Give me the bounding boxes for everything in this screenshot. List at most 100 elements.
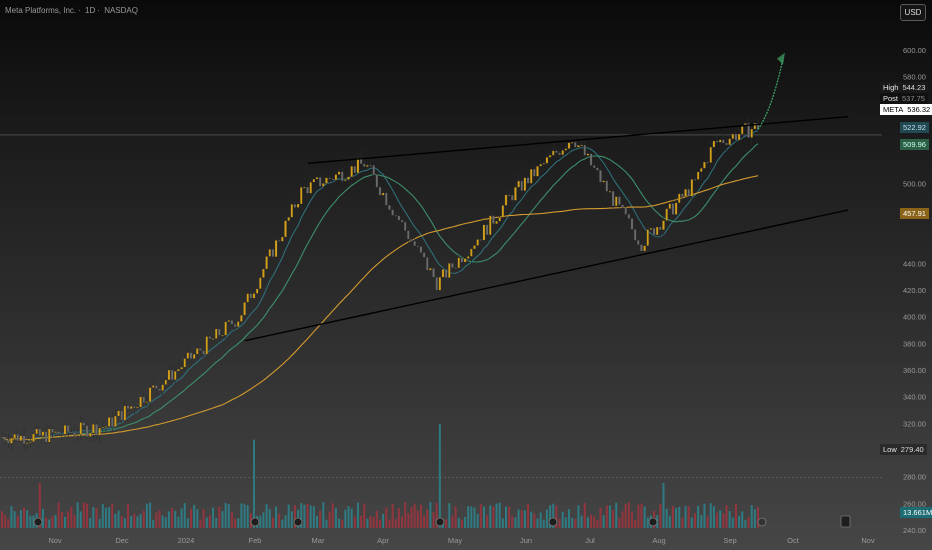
volume-bar: [470, 506, 473, 528]
volume-bar: [445, 519, 448, 528]
volume-bar: [322, 502, 325, 528]
candle-body: [246, 293, 249, 303]
volume-bar: [530, 511, 533, 528]
volume-bar: [596, 519, 599, 528]
candle-body: [114, 415, 117, 427]
volume-bar: [290, 511, 293, 528]
volume-bar: [646, 517, 649, 528]
volume-bar: [539, 512, 542, 528]
candle-body: [725, 142, 728, 146]
high-label: High 544.23: [880, 82, 929, 93]
volume-bar: [684, 506, 687, 528]
volume-bar: [259, 515, 262, 528]
volume-bar: [394, 519, 397, 528]
volume-bar: [700, 515, 703, 528]
event-marker-icon: [33, 517, 43, 527]
volume-bar: [545, 509, 548, 528]
exchange: NASDAQ: [104, 6, 138, 15]
candle-body: [158, 388, 161, 391]
candle-body: [126, 405, 130, 409]
volume-bar: [221, 511, 224, 528]
volume-bar: [79, 511, 82, 528]
volume-bar: [432, 512, 435, 528]
candle-body: [92, 424, 95, 434]
currency-button[interactable]: USD: [900, 4, 926, 21]
volume-bar: [612, 509, 615, 528]
candle-body: [419, 246, 423, 253]
volume-bar: [95, 507, 98, 528]
interval[interactable]: 1D: [85, 6, 96, 15]
candle-body: [104, 426, 108, 428]
candle-body: [35, 428, 38, 435]
volume-bar: [618, 518, 621, 528]
candle-body: [734, 133, 738, 141]
volume-bar: [401, 516, 404, 528]
candle-body: [347, 176, 350, 180]
volume-bar: [82, 502, 85, 528]
candle-body: [240, 314, 243, 322]
candle-body: [82, 422, 86, 426]
volume-bar: [542, 519, 545, 528]
volume-bar: [385, 507, 388, 528]
volume-bar: [215, 517, 218, 528]
candle-body: [287, 217, 290, 221]
volume-bar: [577, 505, 580, 528]
volume-bar: [26, 510, 29, 528]
volume-bar: [602, 515, 605, 528]
volume-bar: [1, 511, 3, 528]
candle-body: [681, 193, 684, 197]
candle-body: [655, 226, 659, 236]
volume-bar: [662, 483, 665, 528]
y-tick-label: 440.00: [903, 259, 926, 268]
candle-body: [274, 240, 278, 257]
candle-body: [129, 406, 133, 409]
volume-bar: [741, 511, 744, 528]
candle-body: [438, 277, 442, 291]
candle-body: [592, 165, 596, 169]
volume-bar: [130, 515, 133, 528]
candle-body: [111, 417, 114, 427]
candle-body: [161, 384, 164, 391]
volume-bar: [127, 504, 129, 528]
volume-bar: [460, 519, 463, 528]
volume-bar: [196, 509, 199, 528]
volume-bar: [10, 506, 13, 528]
volume-bar: [347, 506, 350, 528]
candle-body: [485, 224, 489, 236]
candle-body: [385, 192, 388, 206]
volume-bar: [753, 509, 756, 528]
candle-body: [123, 405, 127, 421]
candle-body: [605, 180, 609, 192]
volume-bar: [54, 515, 57, 528]
candle-body: [750, 128, 753, 138]
volume-bar: [388, 519, 391, 528]
candle-body: [536, 166, 539, 177]
volume-bar: [152, 519, 155, 528]
volume-bar: [369, 516, 372, 528]
candle-body: [38, 428, 42, 436]
ma-short-label: 522.92: [900, 122, 929, 133]
candle-body: [479, 239, 483, 241]
candle-body: [611, 191, 615, 207]
volume-bar: [747, 516, 750, 528]
event-marker-icon: [293, 517, 303, 527]
candle-body: [381, 192, 385, 196]
event-marker-icon: [757, 517, 767, 527]
candle-body: [344, 179, 347, 182]
volume-bar: [451, 515, 454, 528]
candle-body: [249, 293, 253, 299]
volume-bar: [86, 503, 89, 528]
volume-bar: [281, 519, 284, 528]
volume-bar: [366, 518, 369, 528]
last-price-label: META 536.32: [880, 104, 932, 115]
candle-body: [583, 144, 587, 156]
volume-bar: [668, 515, 671, 528]
candle-body: [60, 434, 64, 436]
candle-body: [372, 165, 375, 176]
volume-bar: [316, 515, 318, 528]
candle-body: [29, 441, 32, 443]
candle-body: [164, 379, 168, 385]
y-tick-label: 240.00: [903, 526, 926, 535]
candle-body: [177, 368, 180, 372]
